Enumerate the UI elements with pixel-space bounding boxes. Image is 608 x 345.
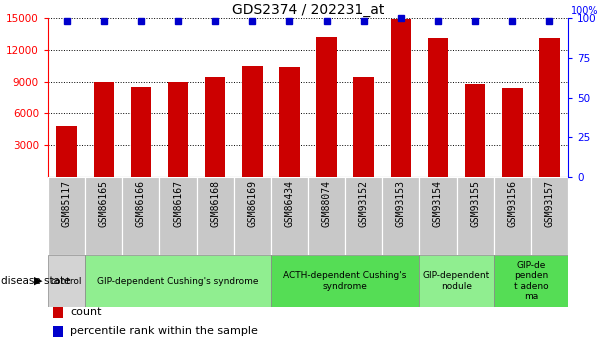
Text: 100%: 100% bbox=[571, 6, 598, 16]
Bar bbox=[502, 88, 522, 177]
Text: GSM93153: GSM93153 bbox=[396, 180, 406, 227]
Bar bbox=[316, 37, 337, 177]
Bar bbox=[420, 255, 494, 307]
Bar bbox=[205, 77, 226, 177]
Bar bbox=[48, 255, 85, 307]
Bar bbox=[94, 82, 114, 177]
Bar bbox=[54, 307, 63, 318]
Text: GSM85117: GSM85117 bbox=[61, 180, 72, 227]
Text: GSM93154: GSM93154 bbox=[433, 180, 443, 227]
Bar bbox=[494, 255, 568, 307]
Text: GSM86167: GSM86167 bbox=[173, 180, 183, 227]
Bar bbox=[308, 177, 345, 255]
Bar bbox=[233, 177, 271, 255]
Bar bbox=[457, 177, 494, 255]
Bar bbox=[353, 77, 374, 177]
Text: ACTH-dependent Cushing's
syndrome: ACTH-dependent Cushing's syndrome bbox=[283, 271, 407, 291]
Text: GIP-de
penden
t adeno
ma: GIP-de penden t adeno ma bbox=[514, 261, 548, 301]
Bar bbox=[345, 177, 382, 255]
Bar bbox=[279, 67, 300, 177]
Bar bbox=[271, 177, 308, 255]
Text: GSM86168: GSM86168 bbox=[210, 180, 220, 227]
Text: GSM86434: GSM86434 bbox=[285, 180, 294, 227]
Title: GDS2374 / 202231_at: GDS2374 / 202231_at bbox=[232, 3, 384, 17]
Text: GIP-dependent Cushing's syndrome: GIP-dependent Cushing's syndrome bbox=[97, 276, 259, 286]
Text: ▶: ▶ bbox=[33, 276, 42, 286]
Bar bbox=[48, 177, 85, 255]
Bar bbox=[531, 177, 568, 255]
Bar bbox=[168, 82, 188, 177]
Bar bbox=[539, 38, 559, 177]
Text: control: control bbox=[51, 276, 82, 286]
Bar bbox=[159, 177, 196, 255]
Bar bbox=[196, 177, 233, 255]
Bar bbox=[85, 255, 271, 307]
Bar bbox=[391, 19, 411, 177]
Text: count: count bbox=[71, 307, 102, 317]
Text: GSM93157: GSM93157 bbox=[544, 180, 554, 227]
Bar bbox=[271, 255, 420, 307]
Text: GSM86169: GSM86169 bbox=[247, 180, 257, 227]
Bar bbox=[57, 126, 77, 177]
Text: percentile rank within the sample: percentile rank within the sample bbox=[71, 326, 258, 336]
Bar bbox=[494, 177, 531, 255]
Bar bbox=[465, 84, 485, 177]
Bar bbox=[85, 177, 122, 255]
Text: GSM93155: GSM93155 bbox=[470, 180, 480, 227]
Bar bbox=[131, 87, 151, 177]
Text: GSM93156: GSM93156 bbox=[507, 180, 517, 227]
Text: GSM93152: GSM93152 bbox=[359, 180, 368, 227]
Bar bbox=[382, 177, 420, 255]
Text: GSM86166: GSM86166 bbox=[136, 180, 146, 227]
Bar bbox=[420, 177, 457, 255]
Text: disease state: disease state bbox=[1, 276, 71, 286]
Text: GSM88074: GSM88074 bbox=[322, 180, 331, 227]
Bar bbox=[122, 177, 159, 255]
Bar bbox=[428, 38, 448, 177]
Bar bbox=[54, 326, 63, 337]
Text: GIP-dependent
nodule: GIP-dependent nodule bbox=[423, 271, 490, 291]
Text: GSM86165: GSM86165 bbox=[98, 180, 109, 227]
Bar bbox=[242, 66, 263, 177]
